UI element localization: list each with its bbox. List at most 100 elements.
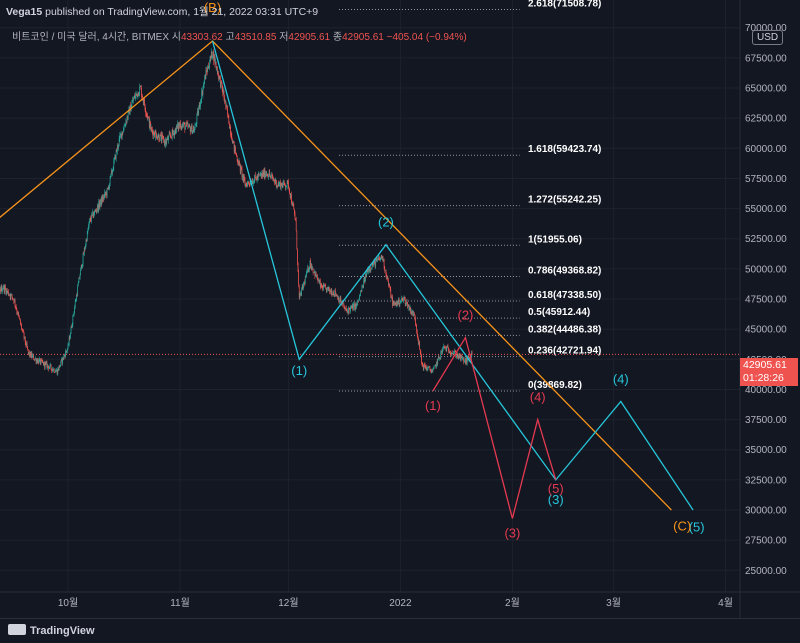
candle-body: [173, 133, 174, 134]
candle-body: [443, 347, 444, 349]
candle-body: [310, 260, 311, 267]
candle-body: [92, 214, 93, 215]
y-tick-label: 45000.00: [745, 325, 787, 336]
candle-body: [424, 364, 425, 369]
candle-body: [158, 135, 159, 137]
candle-body: [97, 210, 98, 212]
candle-body: [134, 96, 135, 99]
candle-body: [229, 124, 230, 128]
candle-body: [231, 134, 232, 135]
candle-body: [226, 105, 227, 106]
candle-body: [232, 140, 233, 143]
y-tick-label: 65000.00: [745, 84, 787, 95]
candle-body: [185, 126, 186, 129]
candle-body: [124, 126, 125, 127]
candle-body: [32, 356, 33, 358]
candle-body: [36, 359, 37, 363]
candle-body: [92, 212, 93, 215]
symbol-name[interactable]: 비트코인 / 미국 달러, 4시간, BITMEX: [12, 32, 169, 43]
candle-body: [247, 182, 248, 186]
candle-body: [389, 284, 390, 285]
candle-body: [330, 291, 331, 293]
candle-body: [436, 362, 437, 368]
candle-body: [372, 264, 373, 268]
tradingview-logo[interactable]: TradingView: [8, 624, 95, 637]
candle-body: [197, 114, 198, 123]
candle-body: [343, 304, 344, 307]
candle-body: [157, 137, 158, 138]
candle-body: [340, 298, 341, 303]
candle-body: [121, 134, 122, 135]
candle-body: [153, 132, 154, 136]
candle-body: [395, 303, 396, 304]
candle-body: [422, 362, 423, 364]
candle-body: [287, 181, 288, 186]
candle-body: [317, 275, 318, 280]
candle-body: [216, 62, 217, 68]
candle-body: [148, 117, 149, 118]
high-label: 고: [226, 32, 235, 43]
candle-body: [36, 360, 37, 362]
candle-body: [125, 121, 126, 125]
candle-body: [387, 277, 388, 281]
candle-body: [283, 184, 284, 187]
candle-body: [80, 269, 81, 275]
candle-body: [445, 347, 446, 348]
candle-body: [233, 141, 234, 142]
candle-body: [107, 188, 108, 195]
candle-body: [370, 267, 371, 270]
fib-level-label: 0.236(42721.94): [528, 346, 601, 357]
candle-body: [37, 360, 38, 363]
candle-body: [167, 137, 168, 139]
candle-body: [200, 102, 201, 107]
candle-body: [409, 306, 410, 310]
publisher-line: Vega15 published on TradingView.com, 1월 …: [6, 4, 318, 19]
candle-body: [54, 369, 55, 372]
candle-body: [433, 368, 434, 369]
candle-body: [69, 337, 70, 344]
candle-body: [28, 349, 29, 353]
candle-body: [268, 176, 269, 177]
candle-body: [195, 125, 196, 130]
candle-body: [23, 330, 24, 333]
candle-body: [261, 174, 262, 175]
candle-body: [354, 304, 355, 310]
candle-body: [446, 347, 447, 351]
candle-body: [256, 177, 257, 178]
candle-body: [248, 182, 249, 183]
candle-body: [316, 272, 317, 276]
candle-body: [318, 280, 319, 281]
candle-body: [193, 129, 194, 131]
candle-body: [308, 268, 309, 272]
candle-body: [18, 313, 19, 315]
candle-body: [79, 278, 80, 279]
candle-body: [178, 124, 179, 129]
candle-body: [213, 52, 214, 56]
candle-body: [71, 327, 72, 334]
candle-body: [119, 135, 120, 138]
candle-body: [390, 287, 391, 289]
candle-body: [160, 135, 161, 141]
candle-body: [147, 114, 148, 115]
candle-body: [148, 117, 149, 119]
candle-body: [207, 66, 208, 72]
publisher-name: Vega15: [6, 6, 42, 18]
candle-body: [210, 57, 211, 64]
candle-body: [302, 286, 303, 289]
candle-body: [221, 81, 222, 87]
candle-body: [351, 306, 352, 307]
candle-body: [211, 51, 212, 57]
candle-body: [461, 355, 462, 360]
candle-body: [218, 73, 219, 78]
candle-body: [443, 346, 444, 347]
currency-button[interactable]: USD: [752, 30, 783, 45]
candle-body: [279, 184, 280, 186]
candle-body: [349, 309, 350, 311]
candle-body: [86, 240, 87, 246]
candle-body: [116, 150, 117, 159]
candle-body: [234, 141, 235, 151]
candle-body: [450, 353, 451, 354]
candle-body: [383, 256, 384, 261]
y-tick-label: 27500.00: [745, 536, 787, 547]
